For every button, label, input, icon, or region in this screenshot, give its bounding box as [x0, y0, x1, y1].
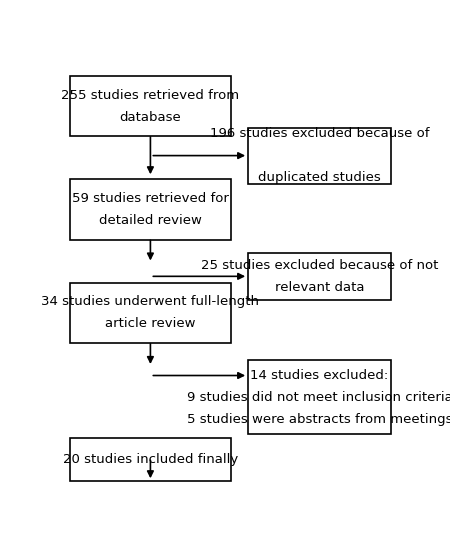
- Text: 25 studies excluded because of not
relevant data: 25 studies excluded because of not relev…: [201, 259, 438, 294]
- Text: 14 studies excluded:
9 studies did not meet inclusion criteria
5 studies were ab: 14 studies excluded: 9 studies did not m…: [187, 368, 450, 426]
- FancyBboxPatch shape: [248, 361, 391, 433]
- Text: 20 studies included finally: 20 studies included finally: [63, 453, 238, 466]
- FancyBboxPatch shape: [70, 438, 230, 481]
- FancyBboxPatch shape: [70, 179, 230, 240]
- FancyBboxPatch shape: [70, 76, 230, 136]
- FancyBboxPatch shape: [70, 283, 230, 343]
- Text: 59 studies retrieved for
detailed review: 59 studies retrieved for detailed review: [72, 192, 229, 227]
- FancyBboxPatch shape: [248, 128, 391, 184]
- Text: 34 studies underwent full-length
article review: 34 studies underwent full-length article…: [41, 296, 259, 330]
- Text: 255 studies retrieved from
database: 255 studies retrieved from database: [61, 88, 239, 124]
- Text: 196 studies excluded because of

duplicated studies: 196 studies excluded because of duplicat…: [210, 127, 429, 184]
- FancyBboxPatch shape: [248, 253, 391, 300]
